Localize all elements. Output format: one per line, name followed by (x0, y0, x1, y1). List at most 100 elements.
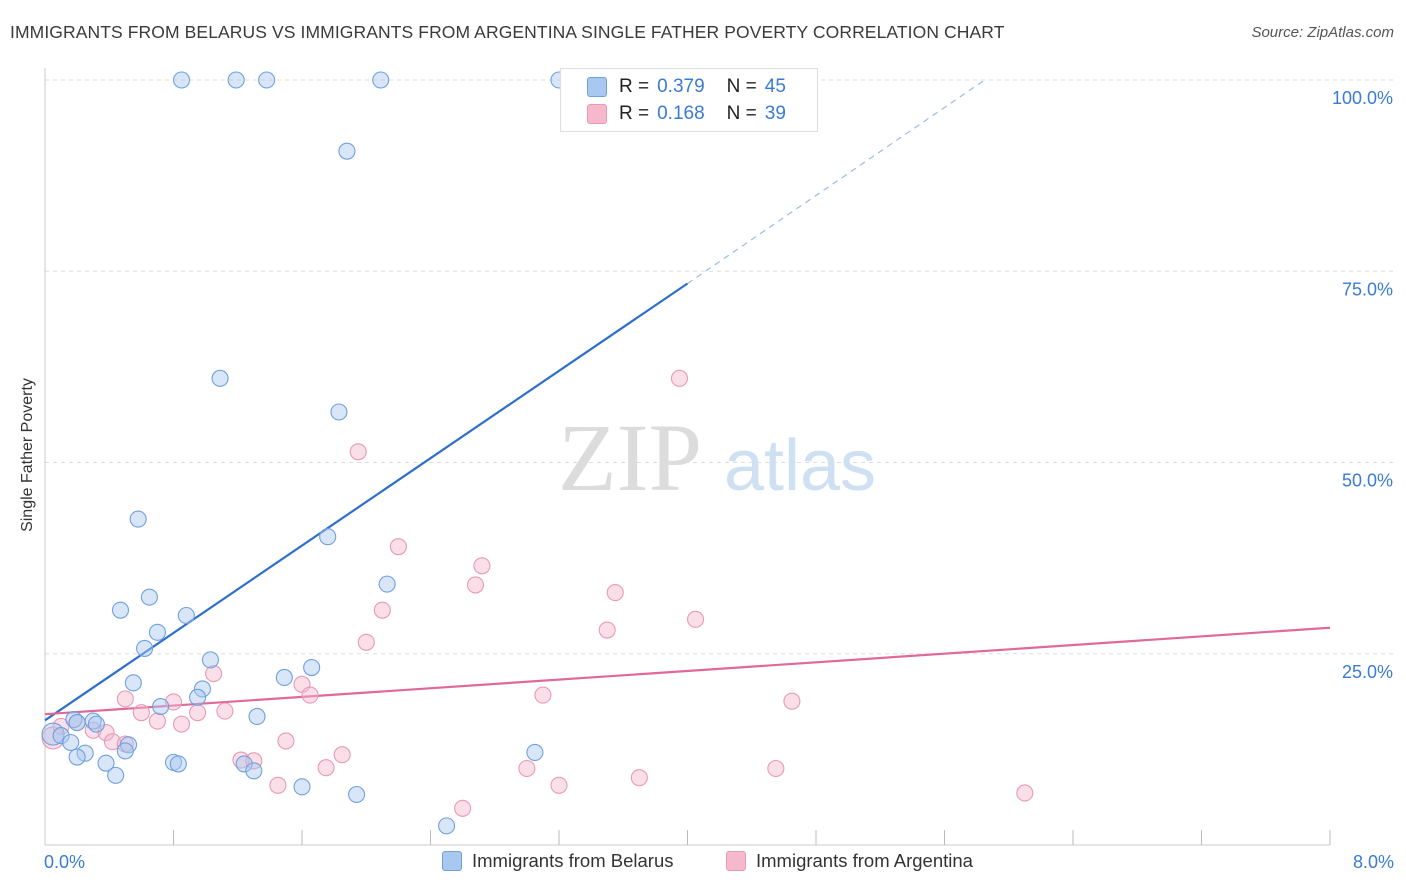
point-argentina-32 (550, 776, 568, 794)
point-argentina-36 (670, 369, 689, 387)
point-argentina-39 (783, 692, 801, 710)
point-belarus-42 (293, 778, 311, 796)
legend-n-value-belarus: 45 (764, 76, 786, 97)
point-argentina-8 (148, 712, 166, 730)
point-argentina-5 (103, 733, 122, 751)
legend-r-value-belarus: 0.379 (657, 76, 705, 97)
bottom-legend-label-belarus: Immigrants from Belarus (472, 850, 674, 871)
point-argentina-29 (473, 557, 491, 575)
point-belarus-41 (107, 766, 125, 784)
point-argentina-25 (373, 601, 391, 619)
point-argentina-10 (172, 715, 191, 733)
point-argentina-20 (301, 686, 319, 704)
bottom-legend-belarus[interactable]: Immigrants from Belarus (442, 850, 674, 872)
axes (44, 68, 1331, 846)
point-belarus-22 (152, 697, 170, 716)
point-argentina-30 (518, 759, 536, 778)
point-belarus-21 (189, 688, 207, 706)
point-belarus-6 (211, 369, 229, 387)
point-argentina-12 (205, 665, 223, 683)
point-argentina-40 (1016, 784, 1034, 802)
bottom-legend-swatch-belarus (442, 851, 462, 871)
point-argentina-26 (389, 538, 407, 556)
point-belarus-26 (68, 714, 86, 732)
point-argentina-21 (317, 759, 335, 777)
series-argentina-points (41, 369, 1034, 817)
point-argentina-14 (116, 690, 134, 708)
legend-r-value-argentina: 0.168 (657, 103, 705, 124)
point-argentina-9 (164, 693, 183, 711)
point-argentina-4 (97, 723, 115, 742)
point-argentina-31 (534, 686, 552, 704)
chart-title: IMMIGRANTS FROM BELARUS VS IMMIGRANTS FR… (10, 22, 1005, 42)
point-belarus-11 (111, 601, 130, 619)
point-argentina-17 (269, 776, 287, 794)
point-argentina-27 (454, 799, 472, 817)
legend-swatch-belarus (587, 77, 607, 97)
point-argentina-33 (598, 621, 616, 639)
y-tick-label-50: 50.0% (1342, 471, 1393, 491)
source-credit: Source: ZipAtlas.com (1251, 24, 1394, 41)
point-argentina-38 (767, 759, 785, 778)
point-belarus-43 (348, 785, 366, 804)
correlation-legend: R = 0.379 N = 45 R = 0.168 N = 39 (560, 68, 818, 132)
point-belarus-10 (378, 575, 396, 593)
point-belarus-1 (227, 71, 245, 89)
bottom-legend-argentina[interactable]: Immigrants from Argentina (726, 850, 973, 872)
point-belarus-20 (193, 680, 211, 698)
point-argentina-23 (349, 443, 367, 461)
point-belarus-39 (235, 755, 253, 773)
x-tick-label-max: 8.0% (1352, 852, 1394, 872)
point-belarus-9 (319, 528, 337, 546)
point-belarus-13 (177, 606, 195, 625)
legend-n-label-belarus: N = (726, 76, 757, 97)
point-belarus-23 (248, 707, 266, 726)
point-belarus-5 (338, 142, 356, 160)
point-belarus-32 (116, 742, 134, 760)
watermark-atlas: atlas (724, 426, 876, 506)
point-belarus-34 (68, 748, 86, 766)
series-belarus-points (41, 71, 568, 835)
legend-r-label-belarus: R = (619, 76, 650, 97)
point-belarus-3 (372, 71, 390, 89)
point-belarus-38 (169, 755, 187, 773)
point-argentina-37 (686, 610, 705, 628)
y-tick-label-100: 100.0% (1332, 88, 1393, 108)
point-belarus-15 (136, 639, 154, 657)
point-argentina-13 (216, 702, 234, 720)
point-belarus-35 (526, 743, 544, 761)
legend-n-label-argentina: N = (726, 103, 757, 124)
point-argentina-7 (132, 704, 150, 722)
point-belarus-40 (245, 762, 263, 780)
watermark-zip: ZIP (558, 404, 702, 511)
legend-swatch-argentina (587, 104, 607, 124)
point-belarus-33 (76, 744, 94, 762)
legend-n-value-argentina: 39 (764, 103, 786, 124)
point-argentina-34 (606, 583, 624, 602)
trend-line-argentina (44, 626, 1331, 716)
point-belarus-30 (62, 733, 80, 752)
point-belarus-0 (172, 71, 191, 89)
point-belarus-14 (148, 623, 166, 641)
point-belarus-24 (65, 710, 83, 729)
point-belarus-19 (124, 674, 142, 692)
trend-line-belarus-extrapolated (687, 79, 985, 284)
point-argentina-11 (189, 704, 207, 722)
legend-row-belarus: R = 0.379 N = 45 (587, 75, 786, 99)
point-belarus-17 (303, 658, 321, 677)
bottom-legend-swatch-argentina (726, 851, 746, 871)
gridlines (45, 79, 1395, 655)
point-belarus-2 (258, 71, 276, 89)
bottom-legend-label-argentina: Immigrants from Argentina (756, 850, 973, 871)
watermark: ZIP atlas (558, 404, 876, 511)
point-argentina-18 (277, 732, 295, 750)
point-argentina-28 (466, 576, 485, 594)
y-tick-label-75: 75.0% (1342, 279, 1393, 299)
legend-r-label-argentina: R = (619, 103, 650, 124)
point-belarus-44 (438, 817, 456, 835)
point-belarus-18 (275, 668, 293, 687)
point-belarus-7 (330, 403, 348, 421)
point-belarus-16 (201, 651, 219, 669)
trend-lines (44, 79, 1331, 722)
